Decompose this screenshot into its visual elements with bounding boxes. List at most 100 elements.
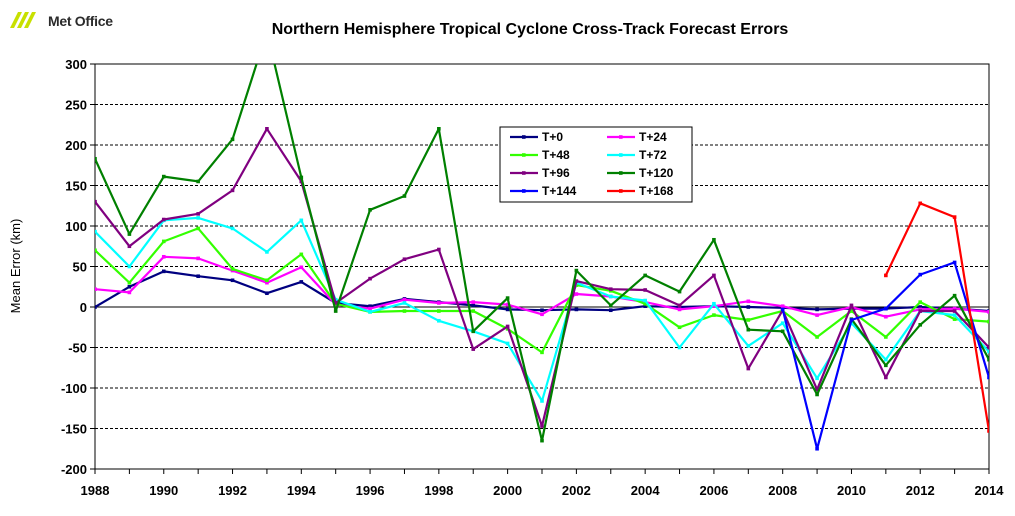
y-tick-label: 200 xyxy=(65,138,87,153)
y-tick-label: 100 xyxy=(65,219,87,234)
data-point xyxy=(540,438,544,443)
x-tick-label: 2010 xyxy=(837,483,866,498)
data-point xyxy=(471,329,476,334)
data-point xyxy=(987,345,989,350)
data-point xyxy=(746,344,751,348)
data-point xyxy=(196,256,200,261)
data-point xyxy=(884,306,888,311)
y-axis-label: Mean Error (km) xyxy=(8,219,23,314)
data-point xyxy=(161,254,166,259)
data-point xyxy=(265,30,269,34)
data-point xyxy=(884,363,888,368)
data-point xyxy=(780,321,785,325)
legend-marker xyxy=(619,153,623,157)
series-line xyxy=(781,261,989,450)
data-point xyxy=(540,424,544,428)
y-tick-label: 50 xyxy=(73,260,87,275)
data-point xyxy=(918,201,923,206)
data-point xyxy=(505,296,510,300)
data-point xyxy=(712,273,716,278)
legend-marker xyxy=(522,135,526,139)
data-point xyxy=(505,302,510,307)
data-point xyxy=(918,272,923,277)
data-point xyxy=(884,357,888,362)
data-point xyxy=(230,226,235,231)
data-point xyxy=(368,310,372,314)
data-point xyxy=(127,244,132,249)
data-point xyxy=(161,269,166,274)
data-point xyxy=(368,276,372,281)
data-point xyxy=(918,300,923,304)
data-point xyxy=(608,287,613,291)
data-point xyxy=(505,307,510,312)
x-tick-label: 2000 xyxy=(493,483,522,498)
data-point xyxy=(437,309,441,313)
data-point xyxy=(643,304,647,308)
data-point xyxy=(161,239,166,244)
legend-marker xyxy=(522,171,526,175)
data-point xyxy=(471,303,476,308)
data-point xyxy=(780,307,785,312)
data-point xyxy=(95,229,97,234)
data-point xyxy=(230,267,235,271)
data-point xyxy=(505,341,510,346)
y-tick-label: 150 xyxy=(65,179,87,194)
data-point xyxy=(95,156,97,161)
data-point xyxy=(95,305,97,309)
data-point xyxy=(368,208,372,212)
data-point xyxy=(574,307,579,312)
y-tick-label: -150 xyxy=(61,422,87,437)
data-point xyxy=(437,318,441,323)
data-point xyxy=(815,392,819,397)
x-tick-label: 1992 xyxy=(218,483,247,498)
data-point xyxy=(299,280,304,284)
legend-marker xyxy=(619,171,623,175)
data-point xyxy=(987,429,989,433)
data-point xyxy=(643,273,647,278)
series-line xyxy=(95,270,989,313)
data-point xyxy=(815,446,819,451)
data-point xyxy=(643,301,647,306)
data-point xyxy=(299,175,304,180)
met-office-logo: Met Office xyxy=(8,6,128,32)
legend-item: T+144 xyxy=(510,184,577,198)
data-point xyxy=(299,252,304,257)
y-tick-label: 300 xyxy=(65,57,87,72)
y-tick-label: -50 xyxy=(68,341,87,356)
data-point xyxy=(95,287,97,291)
data-point xyxy=(368,304,372,308)
legend-label: T+48 xyxy=(542,148,570,162)
data-point xyxy=(196,226,200,231)
legend-item: T+72 xyxy=(607,148,667,162)
data-point xyxy=(677,345,682,350)
data-point xyxy=(608,303,613,308)
met-office-logo-icon xyxy=(10,12,36,28)
data-point xyxy=(746,305,751,309)
x-tick-label: 2012 xyxy=(906,483,935,498)
data-point xyxy=(402,309,407,313)
axes: 300 250 200 150 100 50 0 -50 -100 -150 -200 1988 199… xyxy=(61,57,1004,498)
legend-item: T+48 xyxy=(510,148,570,162)
data-point xyxy=(677,303,682,308)
data-point xyxy=(230,188,235,193)
data-point xyxy=(780,329,785,334)
legend-marker xyxy=(522,153,526,157)
met-office-logo-text: Met Office xyxy=(48,13,113,29)
legend-marker xyxy=(619,135,623,139)
x-tick-label: 1988 xyxy=(81,483,110,498)
series-t120 xyxy=(95,30,989,443)
legend-label: T+0 xyxy=(542,130,563,144)
data-point xyxy=(471,309,476,313)
data-point xyxy=(471,347,476,351)
x-tick-label: 1990 xyxy=(149,483,178,498)
x-tick-label: 2008 xyxy=(768,483,797,498)
data-point xyxy=(265,127,269,131)
data-point xyxy=(127,232,132,236)
data-point xyxy=(712,301,716,306)
data-point xyxy=(540,350,544,355)
legend-label: T+120 xyxy=(639,166,674,180)
legend-box xyxy=(499,126,693,203)
legend-marker xyxy=(619,189,623,193)
data-point xyxy=(161,174,166,179)
data-point xyxy=(299,265,304,270)
